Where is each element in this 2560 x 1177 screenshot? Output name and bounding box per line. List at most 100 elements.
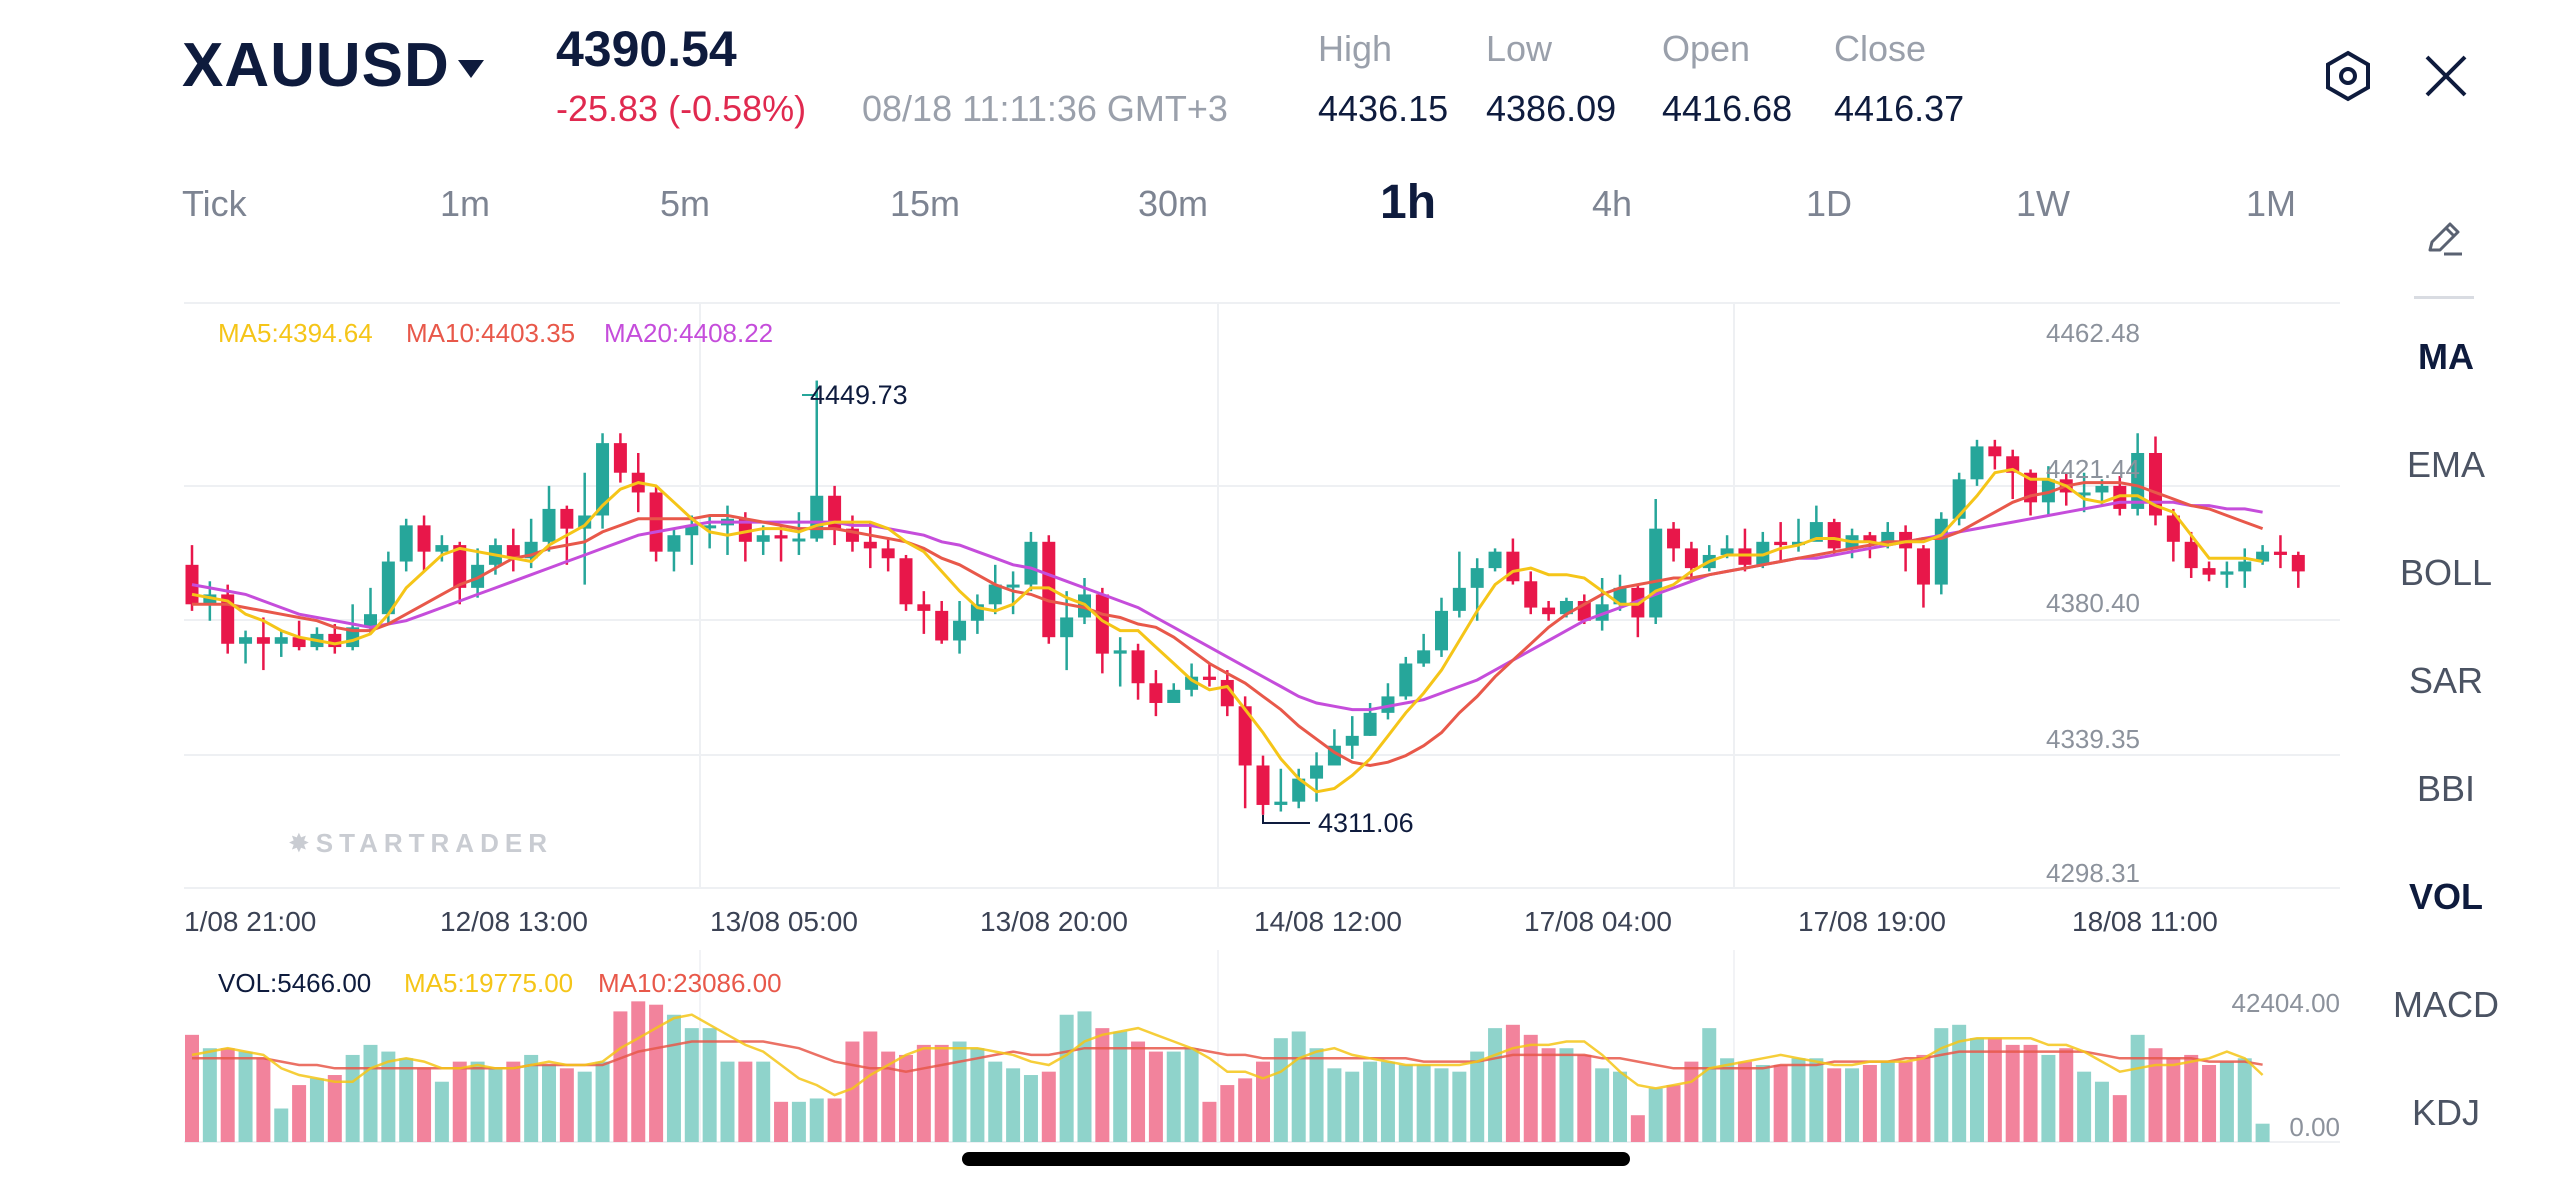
indicator-sar[interactable]: SAR xyxy=(2408,660,2484,701)
home-indicator[interactable] xyxy=(962,1152,1630,1166)
stat-low-value: 4386.09 xyxy=(1486,88,1617,129)
candle-body xyxy=(935,610,949,641)
stat-open-label: Open xyxy=(1662,28,1751,69)
volume-bar xyxy=(327,1075,342,1142)
volume-bar xyxy=(2202,1064,2217,1142)
indicator-ema[interactable]: EMA xyxy=(2406,444,2485,485)
candle-body xyxy=(1435,610,1448,651)
candlestick-chart[interactable] xyxy=(0,0,2360,900)
tab-1w[interactable]: 1W xyxy=(2016,183,2070,224)
tab-30m[interactable]: 30m xyxy=(1138,183,1209,224)
volume-bar xyxy=(1702,1028,1717,1142)
volume-bar xyxy=(1505,1024,1520,1142)
pencil-draw-icon[interactable] xyxy=(2414,208,2474,268)
watermark-text: STARTRADER xyxy=(315,828,553,858)
legend-vol-ma10: MA10:23086.00 xyxy=(598,968,782,998)
indicator-kdj[interactable]: KDJ xyxy=(2411,1092,2480,1133)
candle-body xyxy=(1720,548,1734,555)
volume-bar xyxy=(1987,1038,2002,1142)
volume-bar xyxy=(2023,1044,2038,1142)
candle-body xyxy=(1399,663,1413,697)
volume-bar xyxy=(1398,1064,1413,1142)
volume-bar xyxy=(1041,1071,1056,1142)
tab-1d[interactable]: 1D xyxy=(1806,183,1853,224)
volume-bar xyxy=(1184,1048,1199,1142)
candle-body xyxy=(953,620,967,641)
candle-body xyxy=(1542,607,1556,615)
candle-body xyxy=(1470,568,1484,588)
volume-bar xyxy=(1523,1034,1538,1142)
low-marker-line xyxy=(1262,814,1310,824)
ma5-line xyxy=(191,467,2263,794)
candle-body xyxy=(542,508,556,542)
volume-bar xyxy=(649,1004,664,1142)
price-axis-label: 4339.35 xyxy=(2046,724,2140,754)
volume-bar xyxy=(1809,1058,1824,1142)
volume-bar xyxy=(1202,1101,1217,1142)
stat-open-value: 4416.68 xyxy=(1662,88,1793,129)
tab-4h[interactable]: 4h xyxy=(1592,183,1633,224)
volume-bar xyxy=(2059,1048,2074,1142)
volume-bar xyxy=(1898,1061,1913,1142)
stat-close-value: 4416.37 xyxy=(1834,88,1965,129)
candle-body xyxy=(2291,554,2305,572)
candle-body xyxy=(1113,650,1127,654)
candle-body xyxy=(256,637,270,644)
volume-bar xyxy=(970,1048,985,1142)
volume-bar xyxy=(488,1068,503,1142)
indicator-ma[interactable]: MA xyxy=(2418,336,2474,377)
volume-bar xyxy=(1648,1088,1663,1142)
sidebar-divider xyxy=(2414,296,2474,299)
candle-body xyxy=(1006,584,1020,588)
candle-body xyxy=(1292,778,1306,802)
tab-15m[interactable]: 15m xyxy=(890,183,961,224)
volume-bar xyxy=(1113,1031,1128,1142)
indicator-vol[interactable]: VOL xyxy=(2408,876,2483,917)
volume-bar xyxy=(577,1071,592,1142)
volume-bar xyxy=(1220,1085,1235,1142)
indicator-boll[interactable]: BOLL xyxy=(2399,552,2493,593)
volume-bar xyxy=(774,1101,789,1142)
volume-bar xyxy=(470,1061,485,1142)
volume-bar xyxy=(631,1001,646,1142)
ma10-line xyxy=(192,481,2264,768)
candle-body xyxy=(899,558,913,605)
watermark-logo: ✸ STARTRADER xyxy=(288,828,553,859)
tab-1month[interactable]: 1M xyxy=(2246,183,2297,224)
volume-bar xyxy=(2077,1071,2092,1142)
symbol-label: XAUUSD xyxy=(182,31,450,100)
candle-body xyxy=(1060,617,1074,638)
candle-body xyxy=(1167,689,1181,703)
indicator-bbi[interactable]: BBI xyxy=(2416,768,2476,809)
volume-bar xyxy=(202,1048,217,1142)
volume-bar xyxy=(2237,1058,2252,1142)
settings-icon[interactable] xyxy=(2318,46,2378,106)
candle-body xyxy=(417,525,431,552)
candle-body xyxy=(1881,531,1895,542)
volume-bar xyxy=(1238,1078,1253,1142)
legend-vol: VOL:5466.00 xyxy=(218,968,372,998)
volume-bar xyxy=(1363,1061,1378,1142)
caret-down-icon[interactable] xyxy=(458,60,484,78)
symbol-selector[interactable]: XAUUSD xyxy=(182,30,450,101)
price-change: -25.83 (-0.58%) xyxy=(556,88,807,129)
candle-body xyxy=(239,637,253,644)
candle-body xyxy=(399,525,413,562)
tab-1h[interactable]: 1h xyxy=(1380,176,1437,229)
volume-bar xyxy=(309,1078,324,1142)
candle-body xyxy=(203,594,217,605)
tab-5m[interactable]: 5m xyxy=(660,183,711,224)
volume-bar xyxy=(220,1048,235,1142)
tab-tick[interactable]: Tick xyxy=(182,183,247,224)
candle-body xyxy=(1256,765,1270,805)
candle-body xyxy=(1131,650,1145,684)
volume-chart[interactable] xyxy=(0,0,2360,1177)
tab-1m[interactable]: 1m xyxy=(440,183,491,224)
indicator-macd[interactable]: MACD xyxy=(2393,984,2499,1025)
candle-body xyxy=(649,492,663,552)
close-icon[interactable] xyxy=(2416,46,2476,106)
volume-bar xyxy=(559,1068,574,1142)
candle-body xyxy=(667,535,681,552)
time-axis-label: 17/08 19:00 xyxy=(1798,906,1946,937)
volume-bar xyxy=(1827,1068,1842,1142)
